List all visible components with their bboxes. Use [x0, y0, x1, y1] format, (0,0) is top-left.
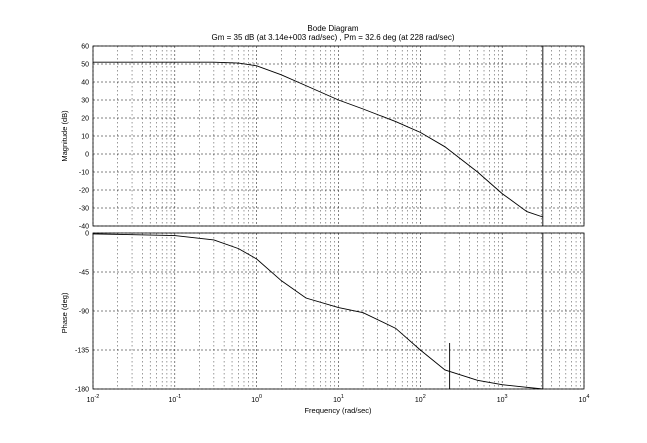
xtick-label: 101 — [333, 394, 344, 404]
magnitude-frame — [92, 45, 585, 227]
xtick-label: 10-1 — [168, 394, 181, 404]
magnitude-ytick-label: -30 — [79, 206, 89, 213]
xtick-label: 104 — [579, 394, 590, 404]
chart-title: Bode Diagram — [307, 24, 358, 33]
magnitude-ytick-label: 20 — [81, 116, 89, 123]
xlabel: Frequency (rad/sec) — [304, 406, 372, 415]
magnitude-ytick-label: -20 — [79, 188, 89, 195]
magnitude-ytick-label: 0 — [85, 152, 89, 159]
magnitude-ytick-label: 10 — [81, 134, 89, 141]
xtick-label: 102 — [415, 394, 426, 404]
magnitude-curve — [93, 61, 543, 218]
magnitude-ytick-label: -10 — [79, 170, 89, 177]
magnitude-ytick-label: -40 — [79, 224, 89, 231]
magnitude-panel: 60 50 40 30 20 10 0 -10 -20 -30 -40 — [79, 44, 585, 231]
xtick-label: 103 — [497, 394, 508, 404]
magnitude-ytick-label: 60 — [81, 44, 89, 51]
phase-ytick-label: 0 — [85, 231, 89, 238]
phase-ylabel: Phase (deg) — [60, 292, 69, 333]
xtick-label: 100 — [251, 394, 262, 404]
phase-ytick-label: -90 — [79, 309, 89, 316]
xtick-label: 10-2 — [87, 394, 100, 404]
phase-curve — [92, 233, 543, 390]
phase-ytick-label: -45 — [79, 270, 89, 277]
phase-ytick-label: -180 — [75, 387, 89, 394]
magnitude-ytick-label: 50 — [81, 62, 89, 69]
chart-subtitle: Gm = 35 dB (at 3.14e+003 rad/sec) , Pm =… — [211, 33, 454, 42]
mag-ylabel: Magnitude (dB) — [60, 110, 69, 162]
magnitude-ytick-label: 30 — [81, 98, 89, 105]
phase-frame — [92, 232, 585, 390]
phase-ytick-label: -135 — [75, 348, 89, 355]
phase-panel: 0 -45 -90 -135 -180 — [75, 231, 585, 394]
magnitude-ytick-label: 40 — [81, 80, 89, 87]
